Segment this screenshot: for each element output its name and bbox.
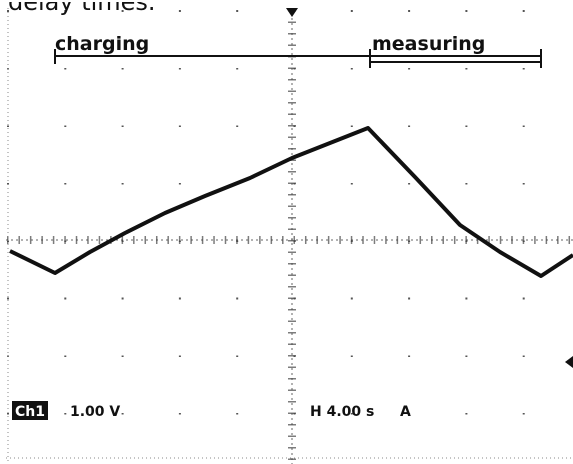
caption: delay times.	[8, 0, 156, 16]
charging-label: charging	[55, 33, 149, 55]
crop-edge	[0, 0, 573, 2]
trigger: A	[400, 404, 411, 420]
scope-screen: delay times. charging measuring Ch1 1.00…	[0, 0, 573, 464]
channel: Ch1	[15, 404, 45, 420]
timebase: H 4.00 s	[310, 404, 374, 420]
page: delay times. charging measuring Ch1 1.00…	[0, 0, 573, 464]
measuring-label: measuring	[372, 33, 485, 55]
volt-scale: 1.00 V	[70, 404, 120, 420]
center-v-ticks	[288, 8, 296, 464]
